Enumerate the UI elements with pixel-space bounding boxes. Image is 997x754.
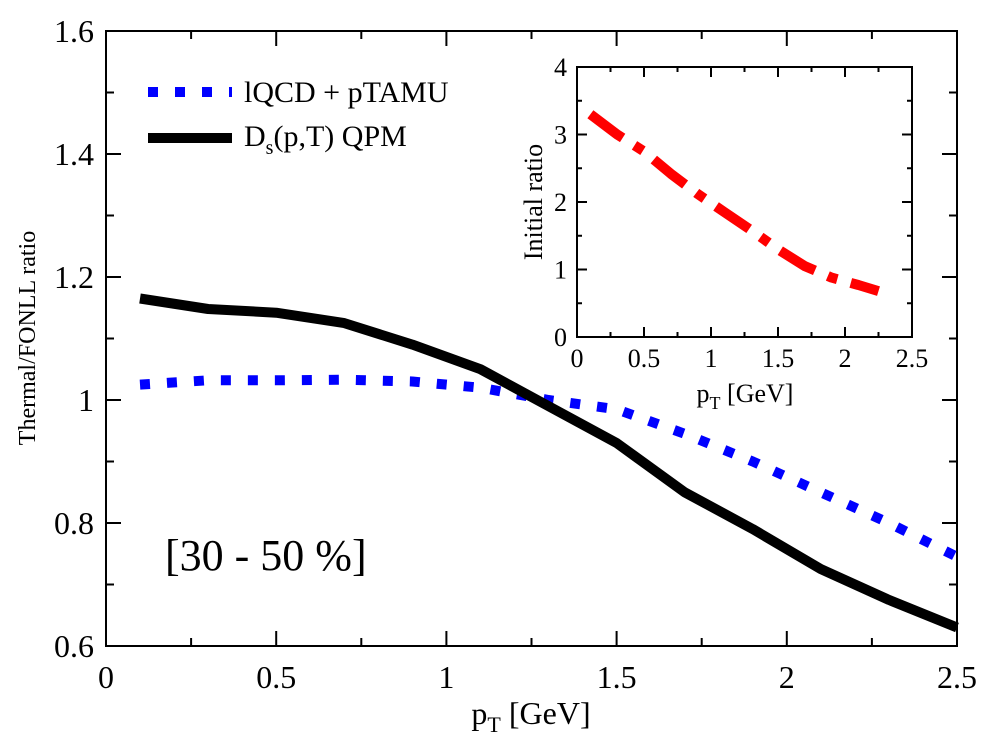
inset-axis-ticks: 0 0.5 1 1.5 2 2.5 0 1 2 3 4 [554,53,928,373]
main-y-axis-label: Thermal/FONLL ratio [15,231,41,445]
centrality-annotation: [30 - 50 %] [165,531,367,580]
main-series-line-0 [139,374,960,562]
inset-y-tick-label: 0 [554,323,567,352]
legend-label-lqcd: lQCD + pTAMU [244,76,449,109]
legend-label-qpm-sub: s [266,137,274,159]
inset-y-tick-label: 2 [554,188,567,217]
main-x-axis-label-main: p [471,695,487,731]
inset-x-tick-label: 0 [571,344,584,373]
inset-y-tick-label: 3 [554,121,567,150]
inset-background [577,67,912,337]
main-y-tick-label: 0.6 [54,628,94,664]
main-x-tick-label: 2 [779,659,795,695]
main-axis-ticks: 0 0.5 1 1.5 2 2.5 0.6 0.8 1 1.2 1.4 1.6 [54,13,977,695]
inset-x-tick-label: 2 [839,344,852,373]
inset-series-line-0 [587,110,880,296]
main-x-axis-label: pT [GeV] [471,695,590,737]
legend-label-qpm-main: D [244,120,266,153]
inset-x-axis-label-units: [GeV] [721,379,794,408]
inset-y-tick-label: 1 [554,256,567,285]
main-x-tick-label: 1 [438,659,454,695]
main-x-tick-label: 0.5 [256,659,296,695]
legend: lQCD + pTAMU Ds(p,T) QPM [148,76,449,159]
inset-x-tick-label: 1 [705,344,718,373]
main-x-axis-label-sub: T [487,712,501,737]
inset-x-tick-label: 2.5 [896,344,929,373]
main-x-axis-label-units: [GeV] [501,695,591,731]
main-series-group [139,293,960,633]
inset-x-tick-label: 1.5 [762,344,795,373]
main-y-tick-label: 1 [78,382,94,418]
main-y-tick-label: 1.4 [54,136,94,172]
inset-x-axis-label-sub: T [710,393,721,413]
main-x-tick-label: 0 [98,659,114,695]
legend-label-qpm-rest: (p,T) QPM [273,120,406,153]
legend-label-qpm: Ds(p,T) QPM [244,120,407,159]
inset-x-axis-label: pT [GeV] [697,379,794,413]
main-x-tick-label: 2.5 [937,659,977,695]
inset-y-tick-label: 4 [554,53,567,82]
main-x-tick-label: 1.5 [597,659,637,695]
inset-x-tick-label: 0.5 [628,344,661,373]
main-y-tick-label: 0.8 [54,505,94,541]
inset-series-group [587,110,880,296]
main-series-line-1 [139,293,959,633]
main-y-tick-label: 1.6 [54,13,94,49]
inset-x-axis-label-main: p [697,379,710,408]
main-y-tick-label: 1.2 [54,259,94,295]
inset-y-axis-label: Initial ratio [519,144,548,260]
